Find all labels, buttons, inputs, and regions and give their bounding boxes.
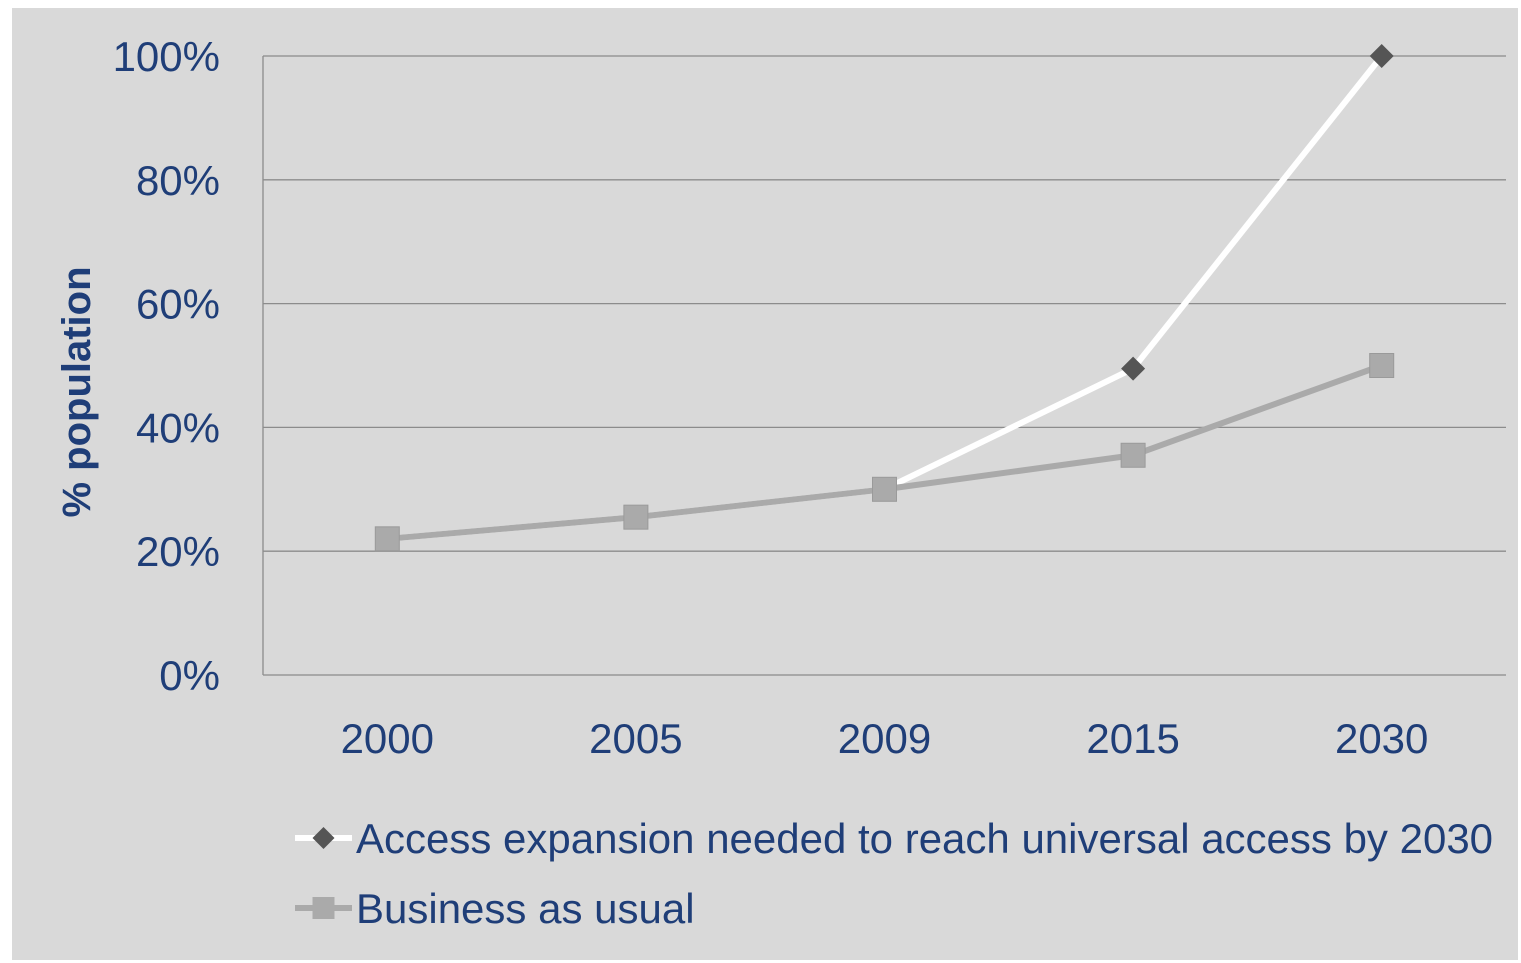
data-point-diamond — [1121, 356, 1146, 381]
x-tick-label: 2000 — [341, 715, 434, 762]
data-point-square — [623, 504, 649, 530]
series-layer — [374, 44, 1395, 552]
series-line — [387, 362, 1383, 542]
x-tick-label: 2030 — [1335, 715, 1428, 762]
y-tick-label: 20% — [136, 528, 220, 575]
data-point-square — [374, 526, 400, 552]
data-point-square — [1120, 442, 1146, 468]
line-chart: 0%20%40%60%80%100% 2000 2005 2009 2015 2030 … — [55, 33, 1506, 932]
y-axis-title: % population — [55, 266, 99, 517]
chart-frame: 0% 20% 40% 60% 80% 100% 2000 2005 2009 2015 2030 … — [12, 8, 1518, 960]
y-axis-ticks: 0% 20% 40% 60% 80% 100% — [113, 33, 220, 699]
x-axis-ticks: 2000 2005 2009 2015 2030 — [341, 715, 1429, 762]
y-tick-label: 0% — [159, 652, 220, 699]
legend: Access expansion needed to reach univers… — [295, 815, 1493, 932]
legend-label: Access expansion needed to reach univers… — [356, 815, 1493, 862]
y-tick-label: 60% — [136, 281, 220, 328]
x-tick-label: 2005 — [589, 715, 682, 762]
legend-label: Business as usual — [356, 885, 695, 932]
gridlines — [262, 55, 1506, 676]
y-tick-label: 80% — [136, 157, 220, 204]
y-tick-label: 40% — [136, 404, 220, 451]
legend-marker-diamond — [312, 827, 335, 849]
x-tick-label: 2009 — [838, 715, 931, 762]
data-point-square — [872, 476, 897, 502]
y-tick-label: 100% — [113, 33, 220, 80]
data-point-diamond — [1369, 44, 1394, 68]
data-point-square — [1369, 353, 1395, 378]
series-line — [387, 54, 1385, 542]
x-tick-label: 2015 — [1086, 715, 1179, 762]
legend-marker-square — [312, 897, 335, 919]
